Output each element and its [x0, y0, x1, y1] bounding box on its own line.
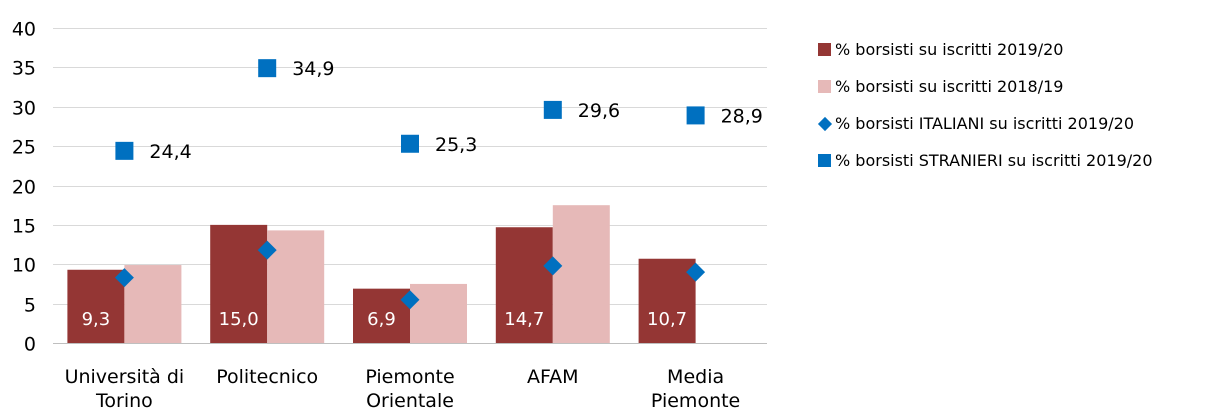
x-category-label: Orientale [366, 390, 454, 410]
x-category-label: Torino [95, 390, 153, 410]
marker-data-label: 28,9 [721, 105, 763, 127]
markers: 24,4 34,9 25,3 29,6 28,9 [114, 58, 763, 310]
bar [67, 269, 125, 343]
bar [410, 283, 467, 343]
legend-square-icon [818, 43, 831, 56]
square-marker [115, 141, 134, 160]
bar-data-label: 14,7 [504, 309, 544, 330]
marker-data-label: 24,4 [149, 141, 191, 163]
legend: % borsisti su iscritti 2019/20 % borsisti… [817, 38, 1153, 186]
square-marker [686, 106, 705, 125]
x-category-label: Media [667, 366, 724, 388]
legend-square-icon [818, 80, 831, 93]
y-tick-label: 25 [12, 137, 36, 159]
bars: 9,3 15,0 6,9 14,7 10,7 [67, 205, 696, 343]
legend-label: % borsisti su iscritti 2018/19 [835, 77, 1064, 96]
y-tick-label: 30 [12, 98, 36, 120]
y-axis: 0 5 10 15 20 25 30 35 40 [12, 19, 36, 356]
diamond-marker [257, 240, 277, 260]
bar [495, 227, 553, 343]
y-tick-label: 35 [12, 58, 36, 80]
legend-label: % borsisti STRANIERI su iscritti 2019/20 [835, 151, 1153, 170]
legend-label: % borsisti ITALIANI su iscritti 2019/20 [835, 114, 1134, 133]
diamond-marker [114, 268, 134, 288]
legend-item: % borsisti su iscritti 2018/19 [818, 75, 1153, 98]
bar-data-label: 9,3 [82, 309, 111, 330]
marker-data-label: 29,6 [578, 100, 620, 122]
marker-data-label: 25,3 [435, 134, 477, 156]
y-tick-label: 0 [24, 334, 36, 356]
y-tick-label: 5 [24, 295, 36, 317]
diamond-marker [543, 256, 563, 276]
legend-square-icon [818, 154, 831, 167]
bar-data-label: 10,7 [647, 309, 687, 330]
y-tick-label: 40 [12, 19, 36, 41]
x-category-label: AFAM [527, 366, 579, 388]
bar [210, 224, 268, 343]
bar [353, 288, 410, 343]
x-category-label: Piemonte [651, 390, 740, 410]
bar [124, 265, 182, 343]
y-tick-label: 15 [12, 216, 36, 238]
x-category-label: Politecnico [216, 366, 318, 388]
y-tick-label: 10 [12, 255, 36, 277]
legend-item: % borsisti ITALIANI su iscritti 2019/20 [817, 112, 1153, 135]
bar [638, 258, 696, 343]
chart-plot: 0 5 10 15 20 25 30 35 40 9,3 15,0 6,9 14,7 10,7 24,4… [12, 19, 767, 410]
diamond-marker [400, 290, 420, 310]
legend-diamond-icon [817, 116, 833, 131]
y-tick-label: 20 [12, 177, 36, 199]
bar [267, 230, 325, 343]
diamond-marker [686, 262, 706, 282]
square-marker [258, 59, 277, 78]
marker-data-label: 34,9 [292, 58, 334, 80]
legend-item: % borsisti su iscritti 2019/20 [818, 38, 1153, 61]
bar [552, 205, 610, 343]
square-marker [543, 100, 562, 119]
bar-data-label: 15,0 [219, 309, 259, 330]
square-marker [401, 134, 419, 153]
legend-item: % borsisti STRANIERI su iscritti 2019/20 [818, 149, 1153, 172]
legend-label: % borsisti su iscritti 2019/20 [835, 40, 1064, 59]
x-category-label: Piemonte [365, 366, 454, 388]
bar-data-label: 6,9 [367, 309, 396, 330]
x-category-label: Università di [65, 366, 185, 388]
